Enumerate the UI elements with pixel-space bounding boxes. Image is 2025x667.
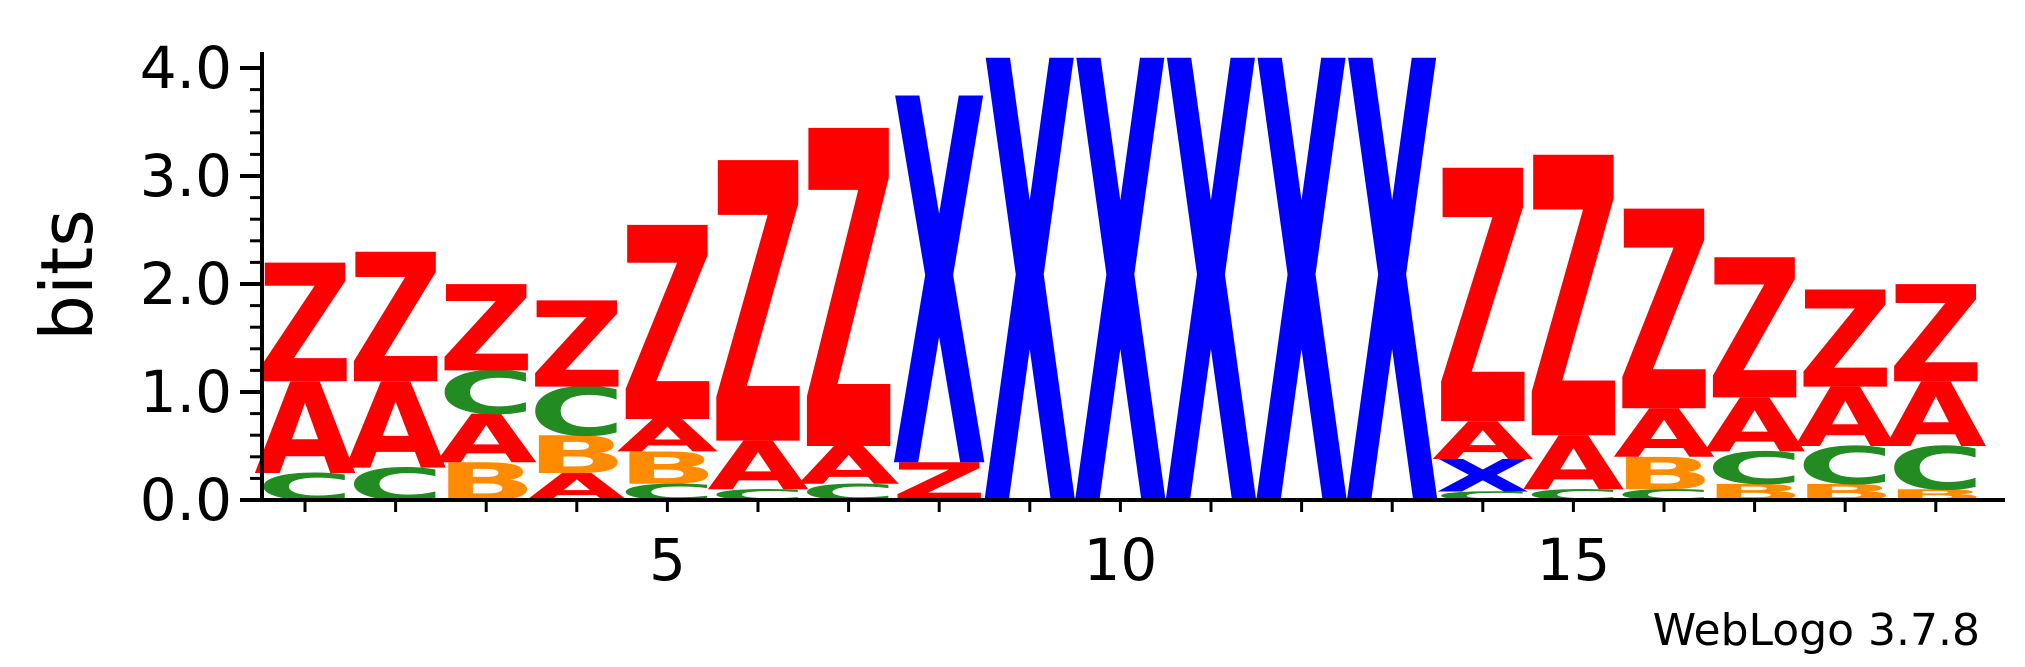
glyph-a-pos-5: A [617, 411, 719, 463]
glyph-z-pos-7: Z [801, 42, 896, 550]
glyph-z-pos-18: Z [1798, 264, 1893, 419]
x-tick-label: 10 [1083, 526, 1157, 594]
glyph-x-pos-11: X [1163, 0, 1258, 644]
y-tick-label: 1.0 [140, 358, 232, 426]
glyph-a-pos-6: A [707, 427, 809, 505]
y-axis-label: bits [25, 209, 109, 340]
glyph-c-pos-17: C [1706, 443, 1802, 495]
glyph-b-pos-16: B [1614, 448, 1714, 500]
glyph-z-pos-17: Z [1707, 219, 1802, 443]
glyph-z-pos-5: Z [620, 172, 715, 483]
glyph-c-pos-19: C [1888, 435, 1984, 504]
glyph-z-pos-6: Z [710, 83, 805, 531]
x-tick-label: 15 [1536, 526, 1610, 594]
glyph-a-pos-2: A [345, 359, 447, 496]
glyph-a-pos-18: A [1794, 371, 1896, 466]
glyph-x-pos-8: X [892, 0, 987, 582]
glyph-a-pos-7: A [798, 436, 900, 497]
weblogo-credit: WebLogo 3.7.8 [1652, 605, 1980, 656]
y-tick-label: 2.0 [140, 250, 232, 318]
glyph-a-pos-17: A [1704, 383, 1806, 469]
glyph-c-pos-3: C [438, 360, 534, 429]
axes-layer: 0.0 1.0 2.0 3.0 4.0 5 10 15 bits [25, 34, 2005, 594]
glyph-z-pos-4: Z [529, 278, 624, 415]
glyph-z-pos-14: Z [1435, 98, 1530, 503]
glyph-b-pos-5: B [617, 443, 717, 495]
glyph-a-pos-1: A [254, 358, 356, 504]
glyph-a-pos-14: A [1432, 411, 1534, 472]
glyph-x-pos-10: X [1073, 0, 1168, 644]
glyph-x-pos-12: X [1254, 0, 1349, 644]
glyph-a-pos-3: A [435, 400, 537, 478]
glyph-a-pos-15: A [1523, 421, 1625, 507]
glyph-a-pos-19: A [1885, 364, 1987, 467]
y-tick-label: 3.0 [140, 142, 232, 210]
glyph-z-pos-19: Z [1888, 258, 1983, 413]
glyph-z-pos-16: Z [1616, 154, 1711, 473]
glyph-x-pos-13: X [1345, 0, 1440, 644]
x-tick-label: 5 [649, 526, 686, 594]
glyph-z-pos-15: Z [1526, 78, 1621, 526]
glyph-z-pos-3: Z [439, 261, 534, 398]
y-tick-label: 0.0 [140, 466, 232, 534]
glyph-a-pos-16: A [1613, 395, 1715, 473]
logo-glyph-layer: CAZCAZBACZABCZCBAZCAZCAZZXXXXXXCXAZCAZCB… [254, 0, 1987, 644]
glyph-x-pos-9: X [982, 0, 1077, 644]
glyph-z-pos-1: Z [257, 230, 352, 419]
glyph-b-pos-4: B [527, 425, 627, 486]
glyph-c-pos-4: C [529, 373, 625, 451]
glyph-z-pos-2: Z [348, 216, 443, 423]
glyph-c-pos-18: C [1797, 436, 1893, 497]
y-tick-label: 4.0 [140, 34, 232, 102]
glyph-x-pos-14: X [1435, 450, 1530, 502]
